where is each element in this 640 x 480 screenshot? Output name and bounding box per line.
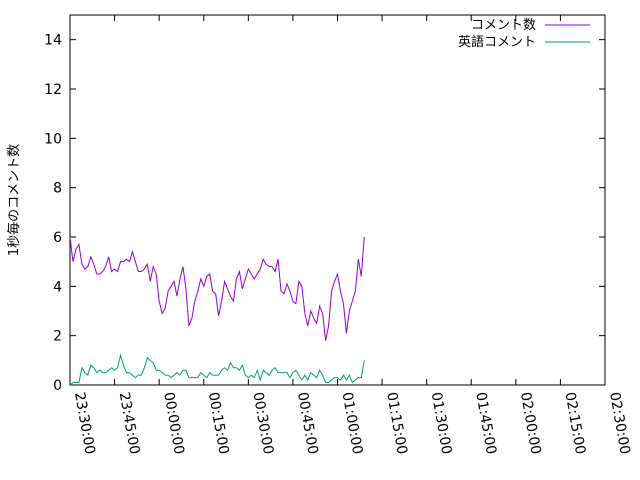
series-layer — [69, 236, 365, 386]
series-line-1 — [69, 236, 365, 341]
y-tick-label: 6 — [53, 230, 62, 246]
x-tick-label: 01:00:00 — [339, 391, 366, 456]
x-tick-label: 00:00:00 — [160, 391, 187, 456]
x-tick-label: 00:45:00 — [294, 391, 321, 456]
x-axis: 23:30:00 23:45:00 00:00:00 00:15:00 00:30:00… — [69, 15, 633, 456]
x-tick-label: 01:30:00 — [428, 391, 455, 456]
x-tick-label: 01:45:00 — [472, 391, 499, 456]
y-tick-label: 2 — [53, 329, 62, 345]
legend-label-2: 英語コメント — [458, 34, 536, 50]
y-tick-label: 10 — [44, 131, 62, 147]
y-axis-label: 1秒毎のコメント数 — [6, 144, 22, 256]
y-tick-label: 0 — [53, 378, 62, 394]
x-tick-label: 02:30:00 — [606, 391, 633, 456]
y-tick-label: 14 — [44, 33, 62, 49]
x-tick-label: 23:30:00 — [71, 391, 98, 456]
y-tick-label: 12 — [44, 82, 62, 98]
y-axis: 0 2 4 6 8 10 12 14 — [44, 33, 605, 394]
x-tick-label: 00:30:00 — [249, 391, 276, 456]
x-tick-label: 02:00:00 — [517, 391, 544, 456]
x-tick-label: 23:45:00 — [116, 391, 143, 456]
x-tick-label: 02:15:00 — [561, 391, 588, 456]
plot-area — [69, 14, 606, 386]
y-tick-label: 8 — [53, 181, 62, 197]
series-line-2 — [69, 353, 365, 386]
x-tick-label: 01:15:00 — [383, 391, 410, 456]
x-tick-label: 00:15:00 — [205, 391, 232, 456]
y-tick-label: 4 — [53, 279, 62, 295]
legend-label-1: コメント数 — [471, 18, 536, 33]
